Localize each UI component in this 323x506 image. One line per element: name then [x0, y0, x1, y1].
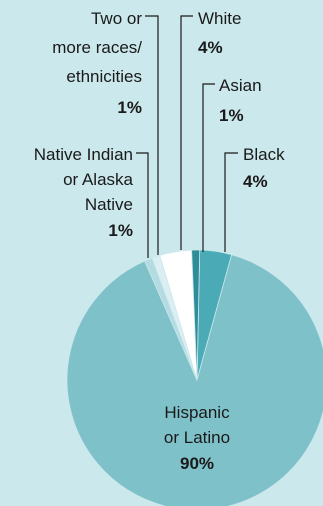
- leader-line-white: [180, 15, 193, 250]
- slice-label-line: more races/: [52, 38, 142, 57]
- slice-value-label: 1%: [117, 98, 142, 117]
- slice-label-line: Native Indian: [34, 145, 133, 164]
- leader-line-black: [224, 152, 238, 252]
- leader-line-two-or-more-races: [145, 15, 159, 255]
- slice-value-label: 90%: [180, 454, 214, 473]
- label-two-or-more-races: Two or more races/ ethnicities 1%: [52, 9, 142, 117]
- slice-label-line: Black: [243, 145, 285, 164]
- slice-label-line: Two or: [91, 9, 142, 28]
- slice-label-line: Native: [85, 195, 133, 214]
- label-asian: Asian 1%: [219, 76, 262, 125]
- slice-label-line: White: [198, 9, 241, 28]
- label-black: Black 4%: [243, 145, 285, 191]
- label-hispanic-or-latino: Hispanic or Latino 90%: [164, 403, 230, 473]
- label-white: White 4%: [198, 9, 241, 57]
- leader-line-native-indian: [136, 152, 149, 258]
- slice-value-label: 1%: [108, 221, 133, 240]
- leader-line-asian: [202, 83, 215, 252]
- slice-label-line: or Alaska: [63, 170, 133, 189]
- slice-value-label: 1%: [219, 106, 244, 125]
- label-native-indian-or-alaska-native: Native Indian or Alaska Native 1%: [34, 145, 134, 240]
- slice-label-line: ethnicities: [66, 67, 142, 86]
- slice-value-label: 4%: [243, 172, 268, 191]
- pie-slices: [66, 249, 323, 506]
- slice-value-label: 4%: [198, 38, 223, 57]
- slice-label-line: or Latino: [164, 428, 230, 447]
- pie-slice-hispanic-or-latino: [66, 254, 323, 506]
- slice-label-line: Hispanic: [164, 403, 230, 422]
- pie-slice-asian: [191, 249, 201, 381]
- slice-label-line: Asian: [219, 76, 262, 95]
- leader-lines: [136, 15, 238, 258]
